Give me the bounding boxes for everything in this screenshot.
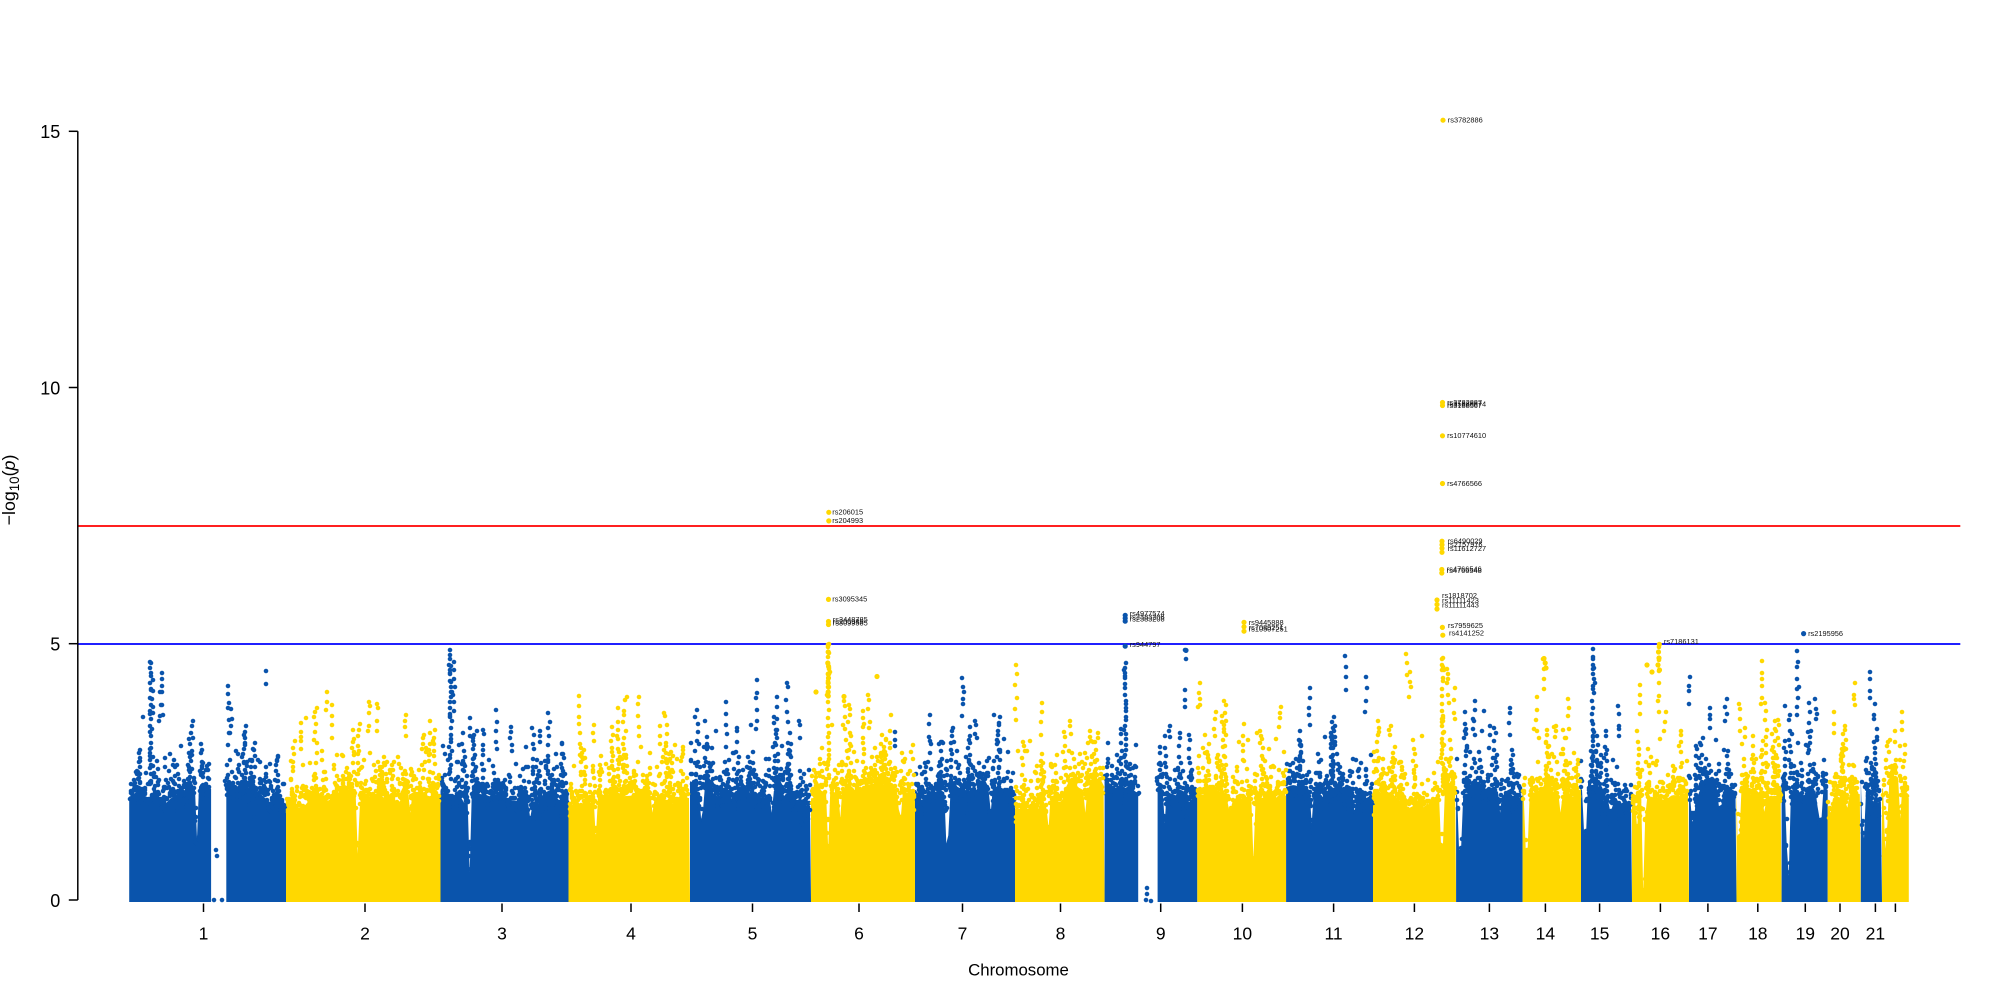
svg-text:5: 5 <box>748 924 758 944</box>
svg-text:−log10(p): −log10(p) <box>0 455 22 526</box>
svg-text:10: 10 <box>40 378 60 398</box>
svg-text:7: 7 <box>958 924 968 944</box>
svg-text:10: 10 <box>1233 924 1253 944</box>
svg-text:21: 21 <box>1866 924 1885 944</box>
svg-text:rs10507251: rs10507251 <box>1249 625 1288 634</box>
svg-text:rs9445888: rs9445888 <box>1249 618 1284 627</box>
svg-text:4: 4 <box>626 924 636 944</box>
svg-text:rs204993: rs204993 <box>832 516 863 525</box>
svg-text:18: 18 <box>1748 924 1767 944</box>
svg-text:rs2383206: rs2383206 <box>1130 613 1165 622</box>
svg-text:rs7089251: rs7089251 <box>1249 623 1284 632</box>
svg-text:rs2195956: rs2195956 <box>1808 629 1843 638</box>
svg-text:rs2383208: rs2383208 <box>1130 614 1165 623</box>
svg-text:rs11111443: rs11111443 <box>1442 601 1479 610</box>
svg-text:8: 8 <box>1056 924 1066 944</box>
svg-text:13: 13 <box>1480 924 1499 944</box>
svg-text:3: 3 <box>497 924 507 944</box>
svg-text:rs3782887: rs3782887 <box>1447 398 1482 407</box>
svg-text:0: 0 <box>50 891 60 911</box>
svg-text:9: 9 <box>1156 924 1166 944</box>
svg-text:rs944797: rs944797 <box>1130 640 1161 649</box>
svg-text:14: 14 <box>1536 924 1556 944</box>
svg-text:rs3095345: rs3095345 <box>832 595 867 604</box>
svg-text:15: 15 <box>40 122 60 142</box>
svg-text:rs4977574: rs4977574 <box>1130 609 1165 618</box>
svg-text:rs7186131: rs7186131 <box>1664 637 1699 646</box>
svg-text:1: 1 <box>199 924 209 944</box>
svg-text:17: 17 <box>1698 924 1717 944</box>
svg-text:rs10774610: rs10774610 <box>1447 431 1486 440</box>
svg-text:rs1818702: rs1818702 <box>1442 591 1477 600</box>
svg-text:11: 11 <box>1325 924 1343 944</box>
svg-text:rs4766566: rs4766566 <box>1447 479 1482 488</box>
svg-text:15: 15 <box>1590 924 1609 944</box>
svg-text:rs3782886: rs3782886 <box>1448 116 1483 125</box>
svg-text:rs206015: rs206015 <box>832 508 863 517</box>
svg-text:rs35888874: rs35888874 <box>1447 400 1486 409</box>
svg-text:5: 5 <box>50 635 60 655</box>
svg-text:rs3099585: rs3099585 <box>833 618 868 627</box>
svg-text:rs3448785: rs3448785 <box>833 615 868 624</box>
svg-text:rs11111423: rs11111423 <box>1442 596 1479 605</box>
svg-text:rs3188567: rs3188567 <box>1447 401 1482 410</box>
svg-text:2: 2 <box>360 924 370 944</box>
svg-text:rs11612727: rs11612727 <box>1448 544 1487 553</box>
svg-text:6: 6 <box>854 924 864 944</box>
svg-text:rs4766548: rs4766548 <box>1447 566 1482 575</box>
svg-text:rs206985: rs206985 <box>833 617 864 626</box>
svg-text:Chromosome: Chromosome <box>968 961 1069 980</box>
svg-text:19: 19 <box>1796 924 1815 944</box>
svg-text:20: 20 <box>1830 924 1850 944</box>
svg-text:12: 12 <box>1405 924 1424 944</box>
svg-text:rs2157976: rs2157976 <box>1448 540 1483 549</box>
svg-text:rs6490029: rs6490029 <box>1448 536 1483 545</box>
svg-text:rs4766546: rs4766546 <box>1447 565 1482 574</box>
svg-text:rs7959625: rs7959625 <box>1448 621 1483 630</box>
svg-text:rs4141252: rs4141252 <box>1449 629 1484 638</box>
svg-text:16: 16 <box>1651 924 1670 944</box>
